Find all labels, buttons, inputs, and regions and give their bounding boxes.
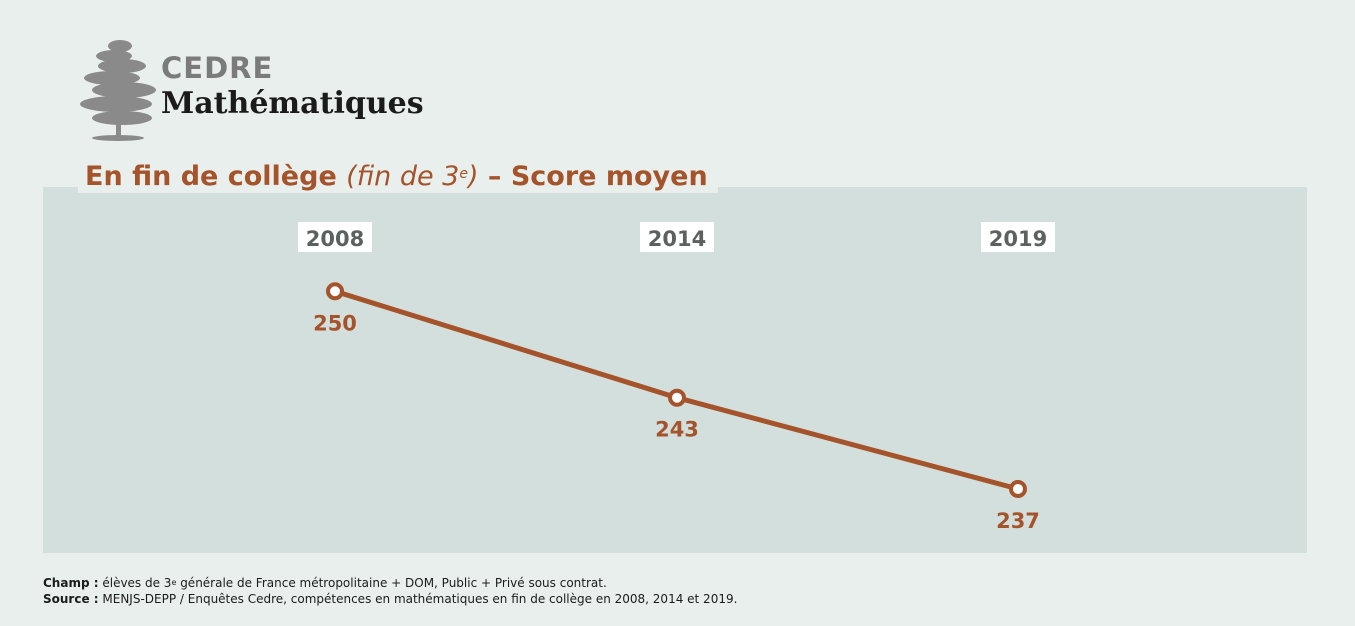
data-label-2008: 250	[313, 311, 357, 335]
champ-sup: e	[171, 578, 177, 587]
category-box-2008	[298, 222, 372, 252]
data-point-2008	[326, 282, 344, 301]
title-sup: e	[459, 166, 468, 182]
champ-text-b: générale de France métropolitaine + DOM,…	[176, 576, 607, 590]
brand-mathematiques: Mathématiques	[161, 86, 424, 121]
footer: Champ : élèves de 3e générale de France …	[43, 575, 737, 607]
category-box-2019	[981, 222, 1055, 252]
data-label-2014: 243	[655, 418, 699, 442]
brand-cedre: CEDRE	[161, 51, 274, 85]
title-part3: )	[467, 161, 479, 192]
logo: CEDRE Mathématiques	[78, 34, 438, 144]
footer-source: Source : MENJS-DEPP / Enquêtes Cedre, co…	[43, 591, 737, 607]
data-label-2019: 237	[996, 509, 1040, 533]
champ-label: Champ :	[43, 576, 99, 590]
data-point-2019	[1009, 479, 1027, 498]
category-label-2014: 2014	[648, 227, 706, 251]
category-label-2019: 2019	[989, 227, 1047, 251]
source-text: MENJS-DEPP / Enquêtes Cedre, compétences…	[98, 592, 738, 606]
title-part1: En fin de collège	[85, 161, 347, 192]
source-label: Source :	[43, 592, 99, 606]
category-box-2014	[640, 222, 714, 252]
data-point-2014	[668, 388, 686, 407]
chart-title: En fin de collège (fin de 3e) – Score mo…	[78, 163, 718, 193]
cedar-tree-icon	[80, 40, 156, 141]
footer-champ: Champ : élèves de 3e générale de France …	[43, 575, 737, 591]
title-part2: (fin de 3	[346, 161, 460, 192]
champ-text-a: élèves de 3	[98, 576, 172, 590]
title-part4: – Score moyen	[478, 161, 708, 192]
category-label-2008: 2008	[306, 227, 364, 251]
